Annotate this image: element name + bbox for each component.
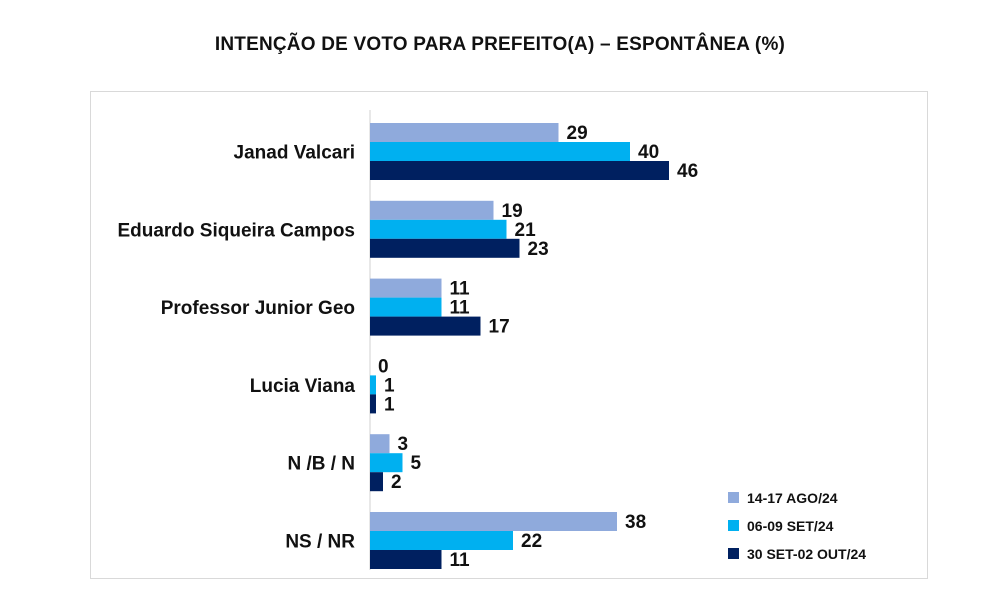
data-label: 1: [384, 394, 395, 415]
bar: [370, 316, 481, 336]
bar: [370, 394, 376, 414]
data-label: 2: [391, 472, 402, 493]
data-label: 11: [450, 298, 471, 319]
data-label: 11: [450, 279, 471, 300]
category-label: N /B / N: [287, 454, 355, 475]
bar: [370, 123, 559, 142]
bar: [370, 531, 513, 550]
data-label: 3: [398, 434, 409, 455]
data-label: 21: [515, 220, 537, 241]
legend-label: 06-09 SET/24: [747, 518, 834, 534]
category-label: Janad Valcari: [234, 143, 355, 164]
data-label: 40: [638, 142, 659, 163]
bar: [370, 200, 494, 220]
bar: [370, 512, 617, 531]
bar: [370, 297, 442, 317]
bar: [370, 219, 507, 239]
legend-swatch: [728, 492, 739, 503]
bar: [370, 375, 376, 395]
data-label: 0: [378, 356, 389, 377]
data-label: 38: [625, 512, 646, 533]
bar: [370, 550, 442, 569]
data-label: 19: [502, 201, 523, 222]
legend-label: 30 SET-02 OUT/24: [747, 546, 866, 562]
chart-title: INTENÇÃO DE VOTO PARA PREFEITO(A) – ESPO…: [214, 34, 786, 55]
plot-area-frame: [90, 91, 928, 579]
bar: [370, 142, 630, 161]
category-label: Professor Junior Geo: [161, 298, 355, 319]
bar: [370, 161, 669, 180]
data-label: 46: [677, 161, 698, 182]
data-label: 5: [411, 453, 422, 474]
legend-label: 14-17 AGO/24: [747, 490, 838, 506]
bar: [370, 278, 442, 298]
data-label: 29: [567, 123, 588, 144]
data-label: 1: [384, 375, 395, 396]
legend-swatch: [728, 548, 739, 559]
data-label: 22: [521, 531, 542, 552]
bar: [370, 434, 390, 454]
category-label: NS / NR: [285, 532, 355, 553]
data-label: 23: [528, 239, 549, 260]
bar: [370, 238, 520, 258]
bar: [370, 472, 383, 492]
data-label: 17: [489, 317, 510, 338]
bar: [370, 453, 403, 473]
data-label: 11: [450, 550, 471, 571]
category-label: Lucia Viana: [250, 376, 356, 397]
category-label: Eduardo Siqueira Campos: [117, 220, 355, 241]
legend-swatch: [728, 520, 739, 531]
